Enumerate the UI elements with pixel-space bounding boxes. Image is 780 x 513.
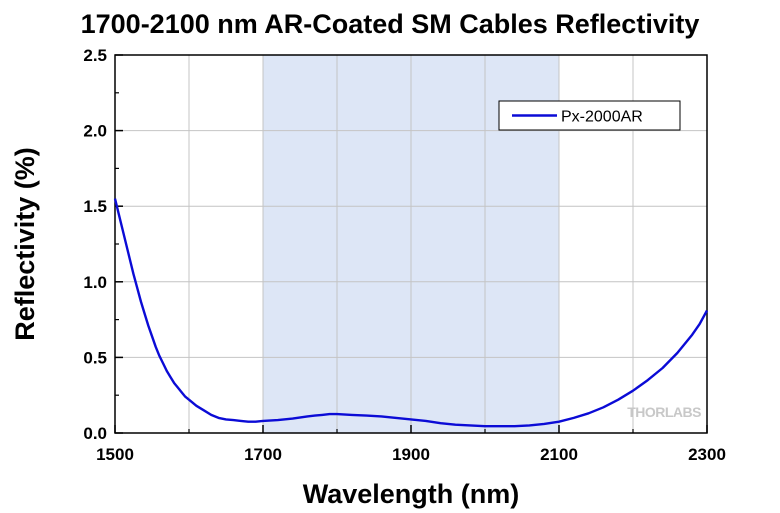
x-tick-label: 2300	[688, 445, 726, 464]
legend: Px-2000AR	[498, 100, 681, 131]
y-tick-label: 1.0	[83, 273, 107, 292]
legend-label: Px-2000AR	[561, 109, 643, 126]
grid	[115, 55, 707, 433]
ticks	[114, 54, 708, 434]
y-tick-label: 0.0	[83, 424, 107, 443]
x-axis-label: Wavelength (nm)	[303, 479, 520, 509]
y-tick-label: 2.5	[83, 46, 107, 65]
y-tick-label: 1.5	[83, 197, 107, 216]
tick-labels: 1500 1700 1900 2100 2300 0.0 0.5 1.0 1.5 2.0 2.5	[83, 46, 726, 464]
legend-box	[498, 100, 681, 131]
x-tick-label: 2100	[540, 445, 578, 464]
chart-title: 1700-2100 nm AR-Coated SM Cables Reflect…	[81, 9, 700, 39]
y-tick-label: 0.5	[83, 348, 107, 367]
x-tick-label: 1700	[244, 445, 282, 464]
y-axis-label: Reflectivity (%)	[10, 147, 40, 341]
y-tick-label: 2.0	[83, 122, 107, 141]
x-tick-label: 1900	[392, 445, 430, 464]
series-line-px-2000ar	[113, 198, 709, 428]
x-tick-label: 1500	[96, 445, 134, 464]
thorlabs-watermark: THORLABS	[627, 404, 701, 420]
